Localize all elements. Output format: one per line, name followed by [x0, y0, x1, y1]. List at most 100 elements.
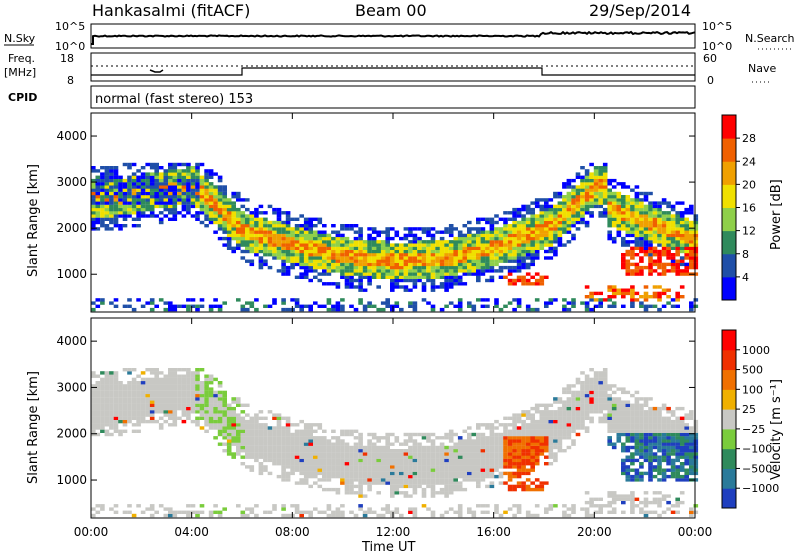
power-cell	[544, 214, 549, 218]
velocity-cell	[195, 368, 200, 372]
power-cell	[467, 304, 472, 308]
power-cell	[521, 236, 526, 241]
velocity-cell	[186, 504, 191, 508]
power-cell	[281, 265, 286, 270]
power-cell	[136, 217, 141, 221]
velocity-cell	[439, 478, 445, 482]
velocity-cell	[122, 390, 128, 395]
power-cell	[236, 246, 241, 250]
power-cell	[131, 172, 137, 176]
velocity-cell	[512, 462, 517, 466]
power-cell	[657, 285, 662, 289]
power-cell	[589, 307, 594, 312]
power-cell	[489, 217, 495, 221]
velocity-cell	[625, 471, 631, 476]
velocity-cell	[544, 410, 549, 414]
power-cell	[630, 198, 635, 202]
velocity-cell	[303, 465, 309, 469]
power-cell	[602, 178, 608, 183]
power-cell	[249, 236, 255, 241]
power-cell	[684, 220, 689, 225]
velocity-cell	[670, 426, 676, 430]
velocity-cell	[340, 455, 345, 459]
power-cell	[118, 195, 123, 199]
power-cell	[290, 298, 295, 302]
velocity-cell	[426, 436, 431, 440]
velocity-cell	[544, 416, 549, 420]
power-cell	[426, 253, 431, 257]
velocity-cell	[172, 419, 178, 424]
power-cell	[675, 214, 680, 218]
velocity-cell	[639, 419, 644, 424]
velocity-cell	[467, 455, 472, 459]
power-cell	[376, 253, 381, 257]
velocity-cell	[380, 468, 386, 472]
power-cell	[254, 307, 259, 312]
velocity-cell	[498, 436, 504, 440]
power-cell	[679, 240, 685, 244]
velocity-cell	[403, 491, 409, 495]
power-cell	[91, 191, 96, 196]
power-cell	[335, 259, 341, 263]
velocity-cell	[276, 419, 282, 424]
power-cell	[199, 191, 205, 196]
power-cell	[118, 175, 123, 179]
power-cell	[272, 236, 277, 241]
power-cell	[249, 224, 255, 228]
velocity-cell	[430, 471, 436, 476]
velocity-cell	[652, 452, 658, 456]
power-cell	[263, 224, 268, 228]
velocity-cell	[670, 462, 676, 466]
velocity-cell	[204, 393, 209, 398]
velocity-cell	[208, 377, 214, 382]
velocity-cell	[516, 510, 522, 514]
power-cell	[521, 230, 526, 234]
velocity-cell	[489, 423, 495, 427]
velocity-cell	[331, 513, 336, 518]
power-cell	[340, 243, 345, 247]
power-cell	[204, 211, 209, 215]
power-cell	[489, 246, 495, 250]
velocity-cell	[199, 397, 205, 401]
power-cell	[276, 236, 282, 241]
velocity-cell	[199, 400, 205, 404]
power-cell	[376, 269, 381, 273]
power-cell	[263, 227, 268, 231]
velocity-cell	[661, 478, 667, 482]
velocity-cell	[100, 377, 105, 382]
power-cell	[95, 175, 101, 179]
velocity-cell	[353, 458, 359, 463]
power-cell	[412, 301, 418, 305]
velocity-cell	[217, 413, 223, 417]
power-cell	[589, 211, 594, 215]
velocity-cell	[326, 474, 332, 479]
power-cell	[639, 249, 644, 254]
velocity-cell	[643, 410, 649, 414]
velocity-cell	[480, 423, 486, 427]
velocity-cell	[131, 387, 137, 391]
power-cell	[485, 265, 490, 270]
power-cell	[308, 227, 313, 231]
velocity-cell	[204, 397, 209, 401]
power-cell	[480, 243, 486, 247]
velocity-cell	[670, 442, 676, 446]
power-cell	[503, 233, 508, 238]
power-cell	[290, 265, 295, 270]
power-cell	[530, 227, 535, 231]
velocity-cell	[580, 403, 585, 407]
power-cell	[285, 214, 291, 218]
power-cell	[516, 230, 522, 234]
power-cell	[584, 191, 590, 196]
velocity-cell	[503, 458, 508, 463]
velocity-cell	[584, 510, 590, 514]
power-cell	[376, 275, 381, 279]
power-cell	[584, 204, 590, 209]
velocity-cell	[390, 458, 395, 463]
velocity-cell	[222, 432, 227, 437]
power-cell	[494, 298, 499, 302]
velocity-cell	[186, 510, 191, 514]
velocity-cell	[154, 397, 159, 401]
velocity-cell	[512, 442, 517, 446]
power-cell	[661, 240, 667, 244]
